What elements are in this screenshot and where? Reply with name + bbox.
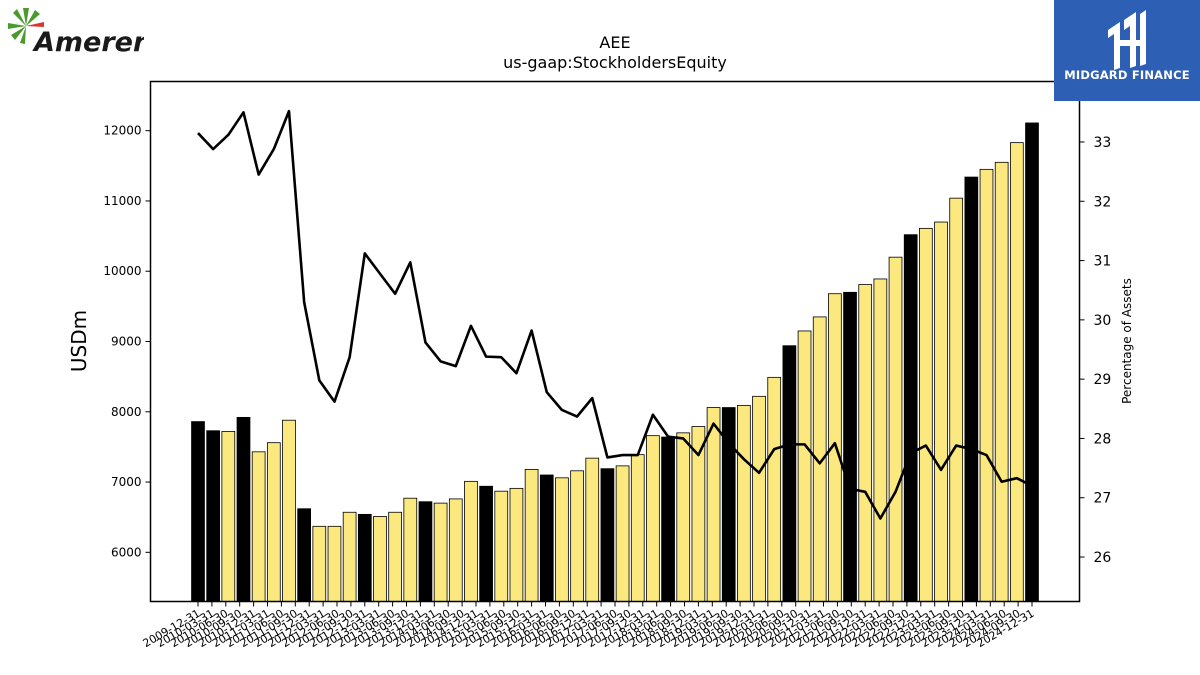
bar bbox=[782, 345, 797, 602]
bar bbox=[448, 498, 463, 602]
midgard-finance-logo: MIDGARD FINANCE bbox=[1054, 0, 1200, 101]
bar bbox=[585, 457, 600, 602]
bar bbox=[221, 431, 236, 602]
bar bbox=[312, 525, 327, 602]
percentage-line bbox=[197, 109, 1033, 520]
bar bbox=[615, 465, 630, 602]
bar bbox=[843, 291, 857, 602]
bar bbox=[630, 454, 645, 602]
bar bbox=[266, 442, 281, 602]
chart-subtitle: us-gaap:StockholdersEquity bbox=[503, 53, 727, 72]
bar bbox=[570, 470, 584, 602]
bar bbox=[418, 501, 433, 602]
y2-tick-label: 28 bbox=[1094, 431, 1112, 447]
midgard-logo-mark bbox=[1108, 10, 1146, 70]
x-axis-ticks: 2009-12-312010-03-312010-06-302010-09-30… bbox=[141, 601, 1037, 650]
left-axis-ticks: 6000 7000 8000 9000 10000 11000 12000 bbox=[103, 124, 151, 559]
y-tick-label: 7000 bbox=[111, 475, 142, 489]
bar bbox=[555, 477, 569, 602]
bar bbox=[676, 432, 691, 602]
bar-series bbox=[191, 122, 1039, 602]
bar bbox=[524, 468, 539, 602]
bar bbox=[191, 421, 205, 602]
bar bbox=[509, 487, 524, 602]
y2-tick-label: 31 bbox=[1094, 254, 1112, 270]
y-tick-label: 12000 bbox=[103, 124, 141, 138]
bar bbox=[903, 234, 918, 602]
bar bbox=[251, 451, 266, 602]
svg-text:Ameren: Ameren bbox=[32, 27, 144, 58]
bar bbox=[236, 416, 251, 602]
bar bbox=[994, 161, 1009, 602]
y2-tick-label: 33 bbox=[1094, 135, 1112, 151]
bar bbox=[752, 395, 766, 602]
right-axis-ticks: 26 27 28 29 30 31 32 33 bbox=[1079, 135, 1112, 566]
y-tick-label: 6000 bbox=[111, 545, 142, 559]
y-tick-label: 10000 bbox=[103, 264, 141, 278]
y2-tick-label: 30 bbox=[1094, 313, 1112, 329]
y-tick-label: 11000 bbox=[103, 194, 141, 208]
bar bbox=[297, 508, 311, 602]
bar bbox=[464, 480, 478, 602]
bar bbox=[1009, 142, 1024, 602]
bar bbox=[873, 278, 888, 602]
bar bbox=[539, 474, 554, 602]
ameren-logo: Ameren bbox=[4, 4, 152, 58]
y2-tick-label: 26 bbox=[1094, 550, 1112, 566]
y2-tick-label: 29 bbox=[1094, 372, 1112, 388]
bar bbox=[888, 256, 903, 602]
bar bbox=[388, 511, 402, 602]
bar bbox=[919, 227, 933, 602]
bar bbox=[767, 376, 782, 602]
y2-tick-label: 32 bbox=[1094, 194, 1112, 210]
bar bbox=[1025, 122, 1039, 602]
bar bbox=[858, 284, 873, 602]
bar bbox=[479, 485, 493, 602]
y2-tick-label: 27 bbox=[1094, 491, 1112, 507]
bar bbox=[433, 502, 448, 602]
bar bbox=[357, 513, 372, 602]
bar bbox=[494, 490, 509, 602]
bar bbox=[403, 497, 418, 602]
bar bbox=[206, 430, 221, 602]
y2-axis-label: Percentage of Assets bbox=[1120, 278, 1134, 404]
line-series bbox=[197, 109, 1033, 520]
bar bbox=[979, 168, 994, 602]
bar bbox=[373, 516, 387, 602]
bar bbox=[737, 405, 751, 602]
midgard-finance-wordmark: MIDGARD FINANCE bbox=[1064, 68, 1190, 82]
y-axis-label: USDm bbox=[67, 310, 91, 372]
chart-title: AEE bbox=[599, 33, 630, 52]
bar bbox=[949, 197, 964, 602]
bar bbox=[661, 436, 675, 602]
bar bbox=[934, 221, 948, 602]
bar bbox=[797, 330, 812, 602]
ameren-logo-mark: Ameren bbox=[8, 8, 152, 58]
bar bbox=[342, 511, 357, 602]
bar bbox=[964, 176, 979, 602]
bar bbox=[646, 435, 660, 602]
bar bbox=[282, 419, 296, 602]
y-tick-label: 8000 bbox=[111, 405, 142, 419]
bar bbox=[706, 407, 721, 602]
bar bbox=[327, 525, 342, 602]
y-tick-label: 9000 bbox=[111, 335, 142, 349]
bar bbox=[600, 468, 615, 602]
